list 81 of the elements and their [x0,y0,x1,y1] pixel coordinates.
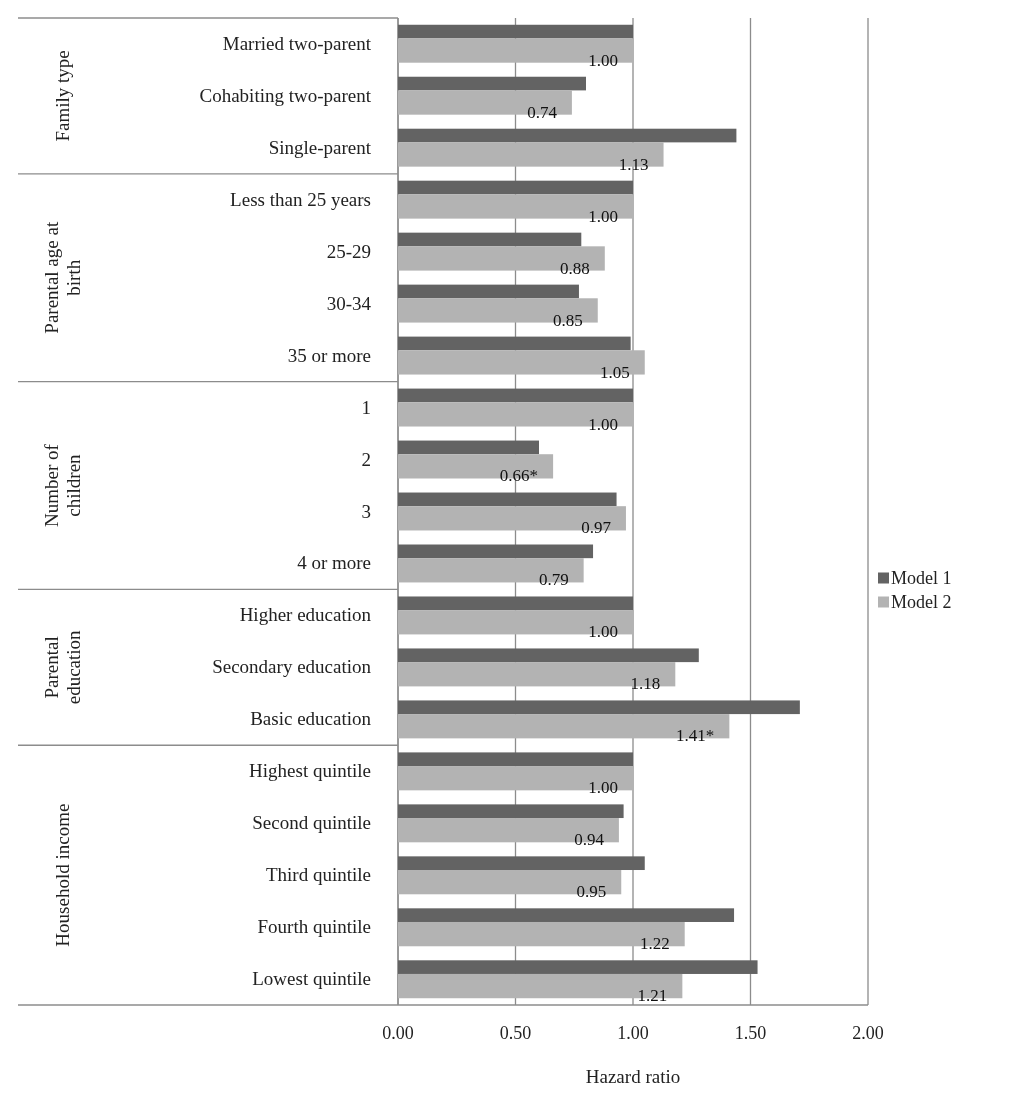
bar [398,870,622,895]
y-tick-label: Less than 25 years [230,188,371,210]
bar [398,558,584,583]
data-label: 0.85 [553,310,583,330]
bar [398,973,683,999]
x-tick-label: 0.00 [382,1023,414,1043]
bar [398,284,579,299]
y-tick-label: Higher education [239,604,372,626]
bar [398,766,633,791]
text: Number of children [41,443,84,527]
y-tick-label: Married two-parent [222,32,372,54]
y-tick-label: Basic education [250,708,372,730]
bar [398,714,730,739]
bar [398,336,631,351]
bar [398,454,554,479]
bar [398,492,617,507]
bar [398,596,633,611]
bar [398,76,586,91]
bar [398,180,633,195]
data-label: 1.00 [588,622,618,642]
x-tick-label: 1.00 [617,1023,649,1043]
data-label: 1.00 [588,414,618,434]
bar [398,960,758,974]
data-label: 0.94 [574,830,605,850]
data-label: 1.21 [637,986,668,1006]
y-tick-label: Secondary education [212,656,372,678]
y-tick-label: Lowest quintile [252,968,371,990]
legend-label: Model 2 [891,591,952,612]
y-tick-label: Fourth quintile [257,916,371,938]
data-label: 1.22 [639,934,670,954]
text: Family type [52,50,73,142]
bar [398,662,676,687]
data-label: 1.00 [588,778,618,798]
bar [398,506,626,531]
y-tick-label: 2 [361,448,371,470]
x-tick-label: 0.50 [499,1023,532,1043]
bar [398,752,633,767]
y-tick-label: 35 or more [287,344,371,366]
bar [398,388,633,403]
y-tick-label: 25-29 [326,240,371,262]
data-label: 1.05 [600,362,630,382]
bar [398,700,800,715]
y-tick-label: 4 or more [297,552,371,574]
y-tick-label: 3 [361,500,371,522]
text: Parental education [41,629,84,705]
data-label: 1.00 [588,50,618,70]
y-tick-label: Highest quintile [249,760,371,782]
y-tick-label: Cohabiting two-parent [199,84,372,106]
bar [398,232,582,247]
bar [398,24,633,39]
bar [398,544,594,559]
data-label: 1.00 [588,206,618,226]
data-label: 1.41* [676,726,715,746]
bar [398,818,619,843]
bar [398,921,685,947]
data-label: 1.18 [630,674,661,694]
x-tick-label: 1.50 [734,1023,767,1043]
data-label: 1.13 [618,154,649,174]
y-tick-label: Single-parent [268,136,372,158]
y-tick-label: 30-34 [326,292,372,314]
text: Household income [52,803,73,947]
data-label: 0.88 [560,258,590,278]
data-label: 0.74 [527,102,558,122]
y-tick-label: 1 [361,396,371,418]
data-label: 0.95 [576,882,607,902]
y-tick-label: Second quintile [252,812,371,834]
data-label: 0.66* [499,466,539,486]
bar [398,648,699,663]
x-axis-title: Hazard ratio [585,1066,681,1087]
legend-label: Model 1 [891,567,952,588]
bar [398,804,624,819]
y-tick-label: Third quintile [265,864,371,886]
bar [398,610,633,635]
x-tick-label: 2.00 [852,1023,884,1043]
data-label: 0.79 [538,570,569,590]
text: Parental age at birth [41,221,84,334]
bar [398,908,735,922]
data-label: 0.97 [581,518,612,538]
bar [398,440,539,455]
bar [398,856,645,871]
bar [398,128,737,143]
